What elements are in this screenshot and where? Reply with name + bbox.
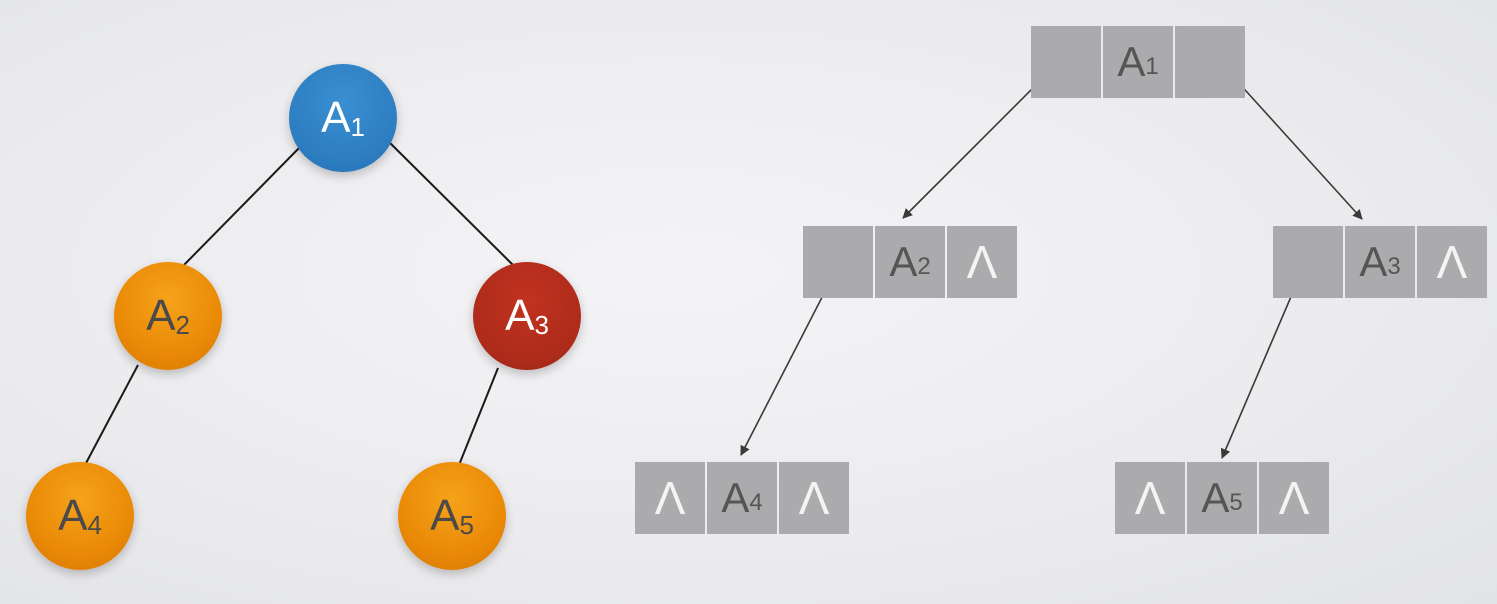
- data-index: 1: [1145, 53, 1159, 80]
- tree-node-a2: A2: [114, 262, 222, 370]
- tree-node-letter: A: [146, 291, 176, 340]
- tree-edge-a3-a5: [458, 367, 499, 466]
- left-pointer-cell: [1031, 26, 1101, 98]
- tree-node-a4: A4: [26, 462, 134, 570]
- data-letter: A: [889, 238, 918, 285]
- tree-node-index: 2: [175, 310, 190, 340]
- data-index: 4: [749, 489, 763, 516]
- right-pointer-cell: Λ: [1259, 462, 1329, 534]
- tree-node-index: 5: [459, 510, 474, 540]
- right-pointer-cell: [1175, 26, 1245, 98]
- tree-edge-a2-a4: [84, 364, 139, 466]
- tree-node-letter: A: [321, 93, 351, 142]
- data-letter: A: [1359, 238, 1388, 285]
- right-pointer-cell: Λ: [947, 226, 1017, 298]
- right-pointer-cell: Λ: [1417, 226, 1487, 298]
- left-pointer-cell: [1273, 226, 1343, 298]
- tree-node-letter: A: [430, 491, 460, 540]
- tree-node-index: 4: [87, 510, 102, 540]
- left-pointer-cell: Λ: [1115, 462, 1185, 534]
- data-index: 5: [1229, 489, 1243, 516]
- tree-node-index: 1: [350, 112, 365, 142]
- tree-node-letter: A: [58, 491, 88, 540]
- tree-edge-a1-a2: [181, 146, 301, 268]
- left-pointer-cell: [803, 226, 873, 298]
- data-letter: A: [721, 474, 750, 521]
- right-pointer-cell: Λ: [779, 462, 849, 534]
- tree-node-a1: A1: [289, 64, 397, 172]
- left-pointer-cell: Λ: [635, 462, 705, 534]
- data-index: 2: [917, 253, 931, 280]
- tree-node-index: 3: [534, 310, 549, 340]
- pointer-arrow-l2-left: [740, 271, 836, 456]
- tree-node-letter: A: [505, 291, 535, 340]
- pointer-arrow-l3-left: [1220, 270, 1303, 459]
- tree-edge-a1-a3: [386, 139, 514, 266]
- data-index: 3: [1387, 253, 1401, 280]
- data-letter: A: [1201, 474, 1230, 521]
- tree-node-a3: A3: [473, 262, 581, 370]
- data-letter: A: [1117, 38, 1146, 85]
- tree-node-a5: A5: [398, 462, 506, 570]
